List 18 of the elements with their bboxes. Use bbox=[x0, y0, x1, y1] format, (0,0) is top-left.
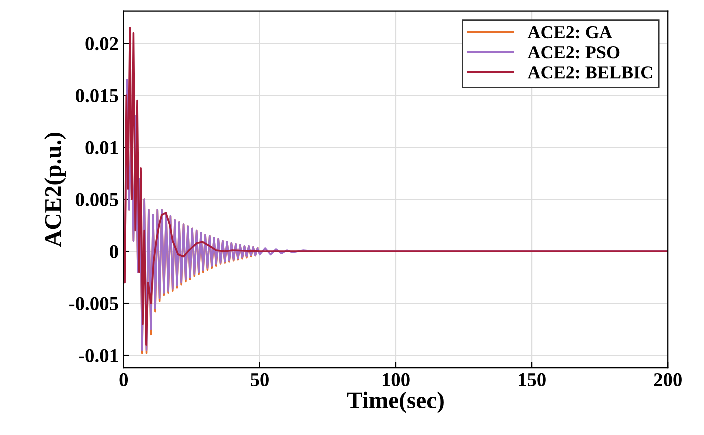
legend-label: ACE2: PSO bbox=[528, 46, 620, 59]
y-tick-label: 0.01 bbox=[86, 141, 118, 155]
y-tick-label: 0.005 bbox=[76, 193, 118, 207]
legend-label: ACE2: GA bbox=[528, 26, 612, 39]
y-axis-title: ACE2(p.u.) bbox=[44, 132, 66, 248]
x-tick-label: 0 bbox=[120, 373, 128, 387]
x-tick-label: 100 bbox=[382, 373, 410, 387]
x-axis-title: Time(sec) bbox=[347, 392, 444, 414]
x-tick-label: 150 bbox=[519, 373, 546, 387]
y-tick-label: 0.02 bbox=[86, 37, 118, 51]
y-tick-label: 0.015 bbox=[76, 89, 118, 103]
y-tick-label: -0.01 bbox=[79, 349, 118, 363]
y-tick-label: -0.005 bbox=[70, 297, 118, 311]
legend-label: ACE2: BELBIC bbox=[528, 66, 652, 79]
x-tick-label: 200 bbox=[654, 373, 682, 387]
y-tick-label: 0 bbox=[110, 245, 118, 258]
x-tick-label: 50 bbox=[251, 373, 269, 387]
line-series bbox=[124, 27, 668, 346]
